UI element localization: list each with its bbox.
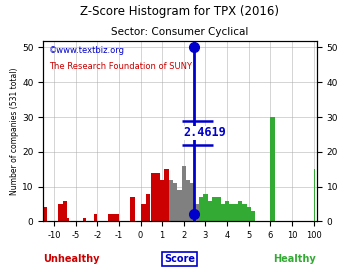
Bar — [212, 197, 216, 221]
Bar — [242, 204, 247, 221]
Bar — [83, 218, 86, 221]
Bar — [164, 169, 168, 221]
Text: The Research Foundation of SUNY: The Research Foundation of SUNY — [49, 62, 192, 71]
Bar — [186, 180, 190, 221]
Bar — [108, 214, 119, 221]
Bar — [146, 194, 150, 221]
Bar — [156, 173, 160, 221]
Bar — [190, 183, 195, 221]
Text: Score: Score — [164, 254, 195, 264]
Bar — [229, 204, 234, 221]
Text: Unhealthy: Unhealthy — [43, 254, 100, 264]
Bar — [182, 166, 186, 221]
Bar — [58, 204, 63, 221]
Bar — [247, 207, 251, 221]
Y-axis label: Number of companies (531 total): Number of companies (531 total) — [10, 67, 19, 195]
Bar — [199, 197, 203, 221]
Bar — [140, 204, 146, 221]
Bar — [270, 117, 275, 221]
Text: Healthy: Healthy — [273, 254, 316, 264]
Bar — [216, 197, 221, 221]
Bar — [314, 169, 315, 221]
Text: Sector: Consumer Cyclical: Sector: Consumer Cyclical — [111, 27, 249, 37]
Text: Z-Score Histogram for TPX (2016): Z-Score Histogram for TPX (2016) — [81, 5, 279, 18]
Bar — [130, 197, 135, 221]
Bar — [221, 204, 225, 221]
Bar — [177, 190, 182, 221]
Bar — [43, 207, 47, 221]
Bar — [238, 201, 242, 221]
Bar — [94, 214, 97, 221]
Bar — [234, 204, 238, 221]
Text: 2.4619: 2.4619 — [183, 126, 226, 139]
Bar — [208, 201, 212, 221]
Bar — [160, 180, 164, 221]
Bar — [173, 183, 177, 221]
Bar — [251, 211, 255, 221]
Bar — [168, 180, 173, 221]
Bar — [63, 201, 67, 221]
Bar — [151, 173, 156, 221]
Bar — [67, 218, 69, 221]
Bar — [195, 204, 199, 221]
Text: ©www.textbiz.org: ©www.textbiz.org — [49, 46, 125, 55]
Bar — [203, 194, 208, 221]
Bar — [225, 201, 229, 221]
